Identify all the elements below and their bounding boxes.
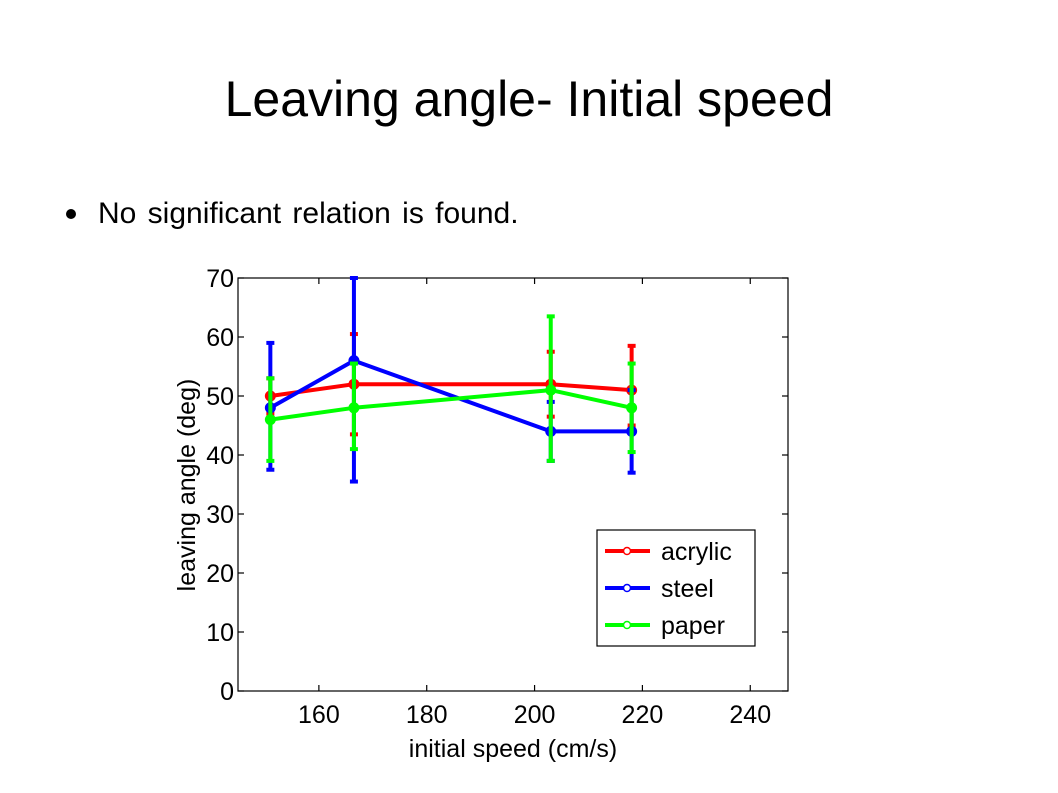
data-point	[626, 402, 638, 414]
x-tick-label: 200	[514, 701, 556, 729]
y-tick-label: 50	[206, 383, 234, 411]
series-line	[270, 388, 633, 422]
bullet-item: No significant relation is found.	[66, 192, 519, 236]
series-line	[269, 358, 632, 434]
slide-title: Leaving angle- Initial speed	[224, 71, 834, 127]
legend-entry-steel: steel	[605, 575, 714, 603]
bullet-text: No significant relation is found.	[98, 197, 519, 230]
y-tick-label: 70	[206, 265, 234, 293]
legend-label: acrylic	[661, 538, 732, 566]
x-tick-label: 180	[406, 701, 448, 729]
legend-label: steel	[661, 575, 714, 603]
x-axis-label: initial speed (cm/s)	[409, 735, 617, 763]
legend-marker	[622, 620, 632, 630]
y-tick-label: 30	[206, 501, 234, 529]
y-tick-label: 20	[206, 560, 234, 588]
y-tick-label: 40	[206, 442, 234, 470]
data-point	[545, 384, 557, 396]
x-tick-label: 240	[729, 701, 771, 729]
data-point	[264, 414, 276, 426]
legend-entry-paper: paper	[605, 612, 725, 640]
data-point	[348, 402, 360, 414]
y-tick-label: 0	[220, 678, 234, 706]
y-tick-label: 10	[206, 619, 234, 647]
bullet-dot-icon	[66, 209, 76, 219]
x-tick-label: 220	[622, 701, 664, 729]
y-tick-label: 60	[206, 324, 234, 352]
y-axis-label: leaving angle (deg)	[173, 379, 201, 592]
legend-label: paper	[661, 612, 725, 640]
legend-marker	[622, 546, 632, 556]
series-paper	[264, 314, 638, 463]
legend-marker	[622, 583, 632, 593]
x-tick-label: 160	[298, 701, 340, 729]
legend-entry-acrylic: acrylic	[605, 538, 732, 566]
series-line	[270, 382, 632, 398]
